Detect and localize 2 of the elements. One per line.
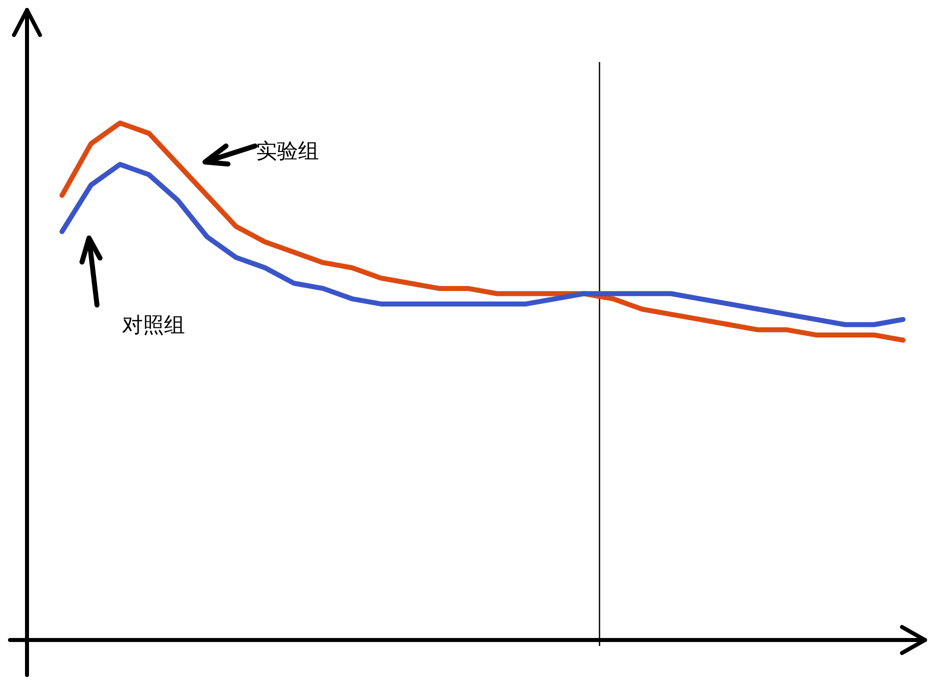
annotation: 实验组 [256,139,319,163]
annotation: 对照组 [122,313,185,337]
